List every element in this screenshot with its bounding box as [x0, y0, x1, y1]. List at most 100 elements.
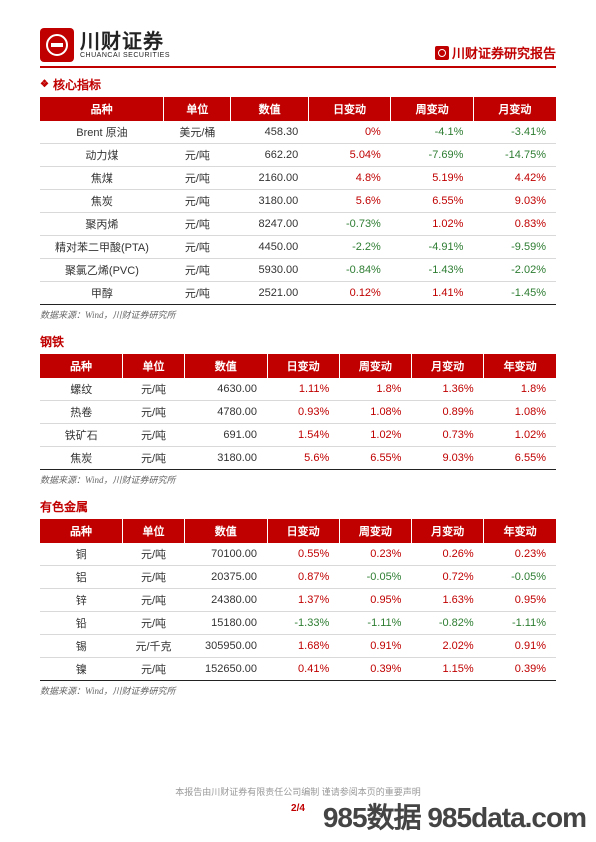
table-cell: 3180.00 — [231, 190, 308, 213]
table-cell: 1.02% — [339, 424, 411, 447]
table-cell: 5.19% — [391, 167, 474, 190]
table-cell: 662.20 — [231, 144, 308, 167]
table-cell: -4.1% — [391, 121, 474, 144]
table-cell: -0.05% — [484, 566, 556, 589]
table-cell: 5.04% — [308, 144, 391, 167]
table-cell: 甲醇 — [40, 282, 164, 305]
table-cell: 动力煤 — [40, 144, 164, 167]
table-cell: -14.75% — [473, 144, 556, 167]
table-cell: 4.42% — [473, 167, 556, 190]
section-title-core: ❖ 核心指标 — [40, 76, 556, 93]
table-cell: 聚氯乙烯(PVC) — [40, 259, 164, 282]
table-source: 数据来源：Wind，川财证券研究所 — [40, 473, 556, 486]
table-cell: 1.41% — [391, 282, 474, 305]
table-cell: 20375.00 — [184, 566, 267, 589]
table-cell: 1.63% — [411, 589, 483, 612]
report-label: 川财证券研究报告 — [435, 43, 556, 62]
table-cell: 1.11% — [267, 378, 339, 401]
table-cell: 铝 — [40, 566, 123, 589]
table-cell: Brent 原油 — [40, 121, 164, 144]
table-row: 热卷元/吨4780.000.93%1.08%0.89%1.08% — [40, 401, 556, 424]
table-cell: 元/吨 — [164, 190, 231, 213]
table-cell: 元/吨 — [123, 566, 185, 589]
col-unit: 单位 — [123, 354, 185, 378]
table-header: 品种 单位 数值 日变动 周变动 月变动 年变动 — [40, 354, 556, 378]
metals-table: 品种 单位 数值 日变动 周变动 月变动 年变动 铜元/吨70100.000.5… — [40, 519, 556, 681]
table-cell: 0.55% — [267, 543, 339, 566]
table-cell: 4.8% — [308, 167, 391, 190]
table-cell: 0.93% — [267, 401, 339, 424]
table-cell: -7.69% — [391, 144, 474, 167]
table-cell: 焦炭 — [40, 447, 123, 470]
table-cell: 1.02% — [484, 424, 556, 447]
col-week: 周变动 — [391, 97, 474, 121]
table-cell: 元/吨 — [123, 658, 185, 681]
table-cell: 691.00 — [184, 424, 267, 447]
table-cell: 0.23% — [484, 543, 556, 566]
table-cell: 元/吨 — [123, 589, 185, 612]
table-cell: 4630.00 — [184, 378, 267, 401]
table-row: 锡元/千克305950.001.68%0.91%2.02%0.91% — [40, 635, 556, 658]
table-cell: 元/吨 — [164, 167, 231, 190]
core-indicators-table: 品种 单位 数值 日变动 周变动 月变动 Brent 原油美元/桶458.300… — [40, 97, 556, 305]
table-cell: -0.82% — [411, 612, 483, 635]
table-row: 铝元/吨20375.000.87%-0.05%0.72%-0.05% — [40, 566, 556, 589]
table-row: 动力煤元/吨662.205.04%-7.69%-14.75% — [40, 144, 556, 167]
table-cell: 15180.00 — [184, 612, 267, 635]
table-cell: 镍 — [40, 658, 123, 681]
table-cell: 精对苯二甲酸(PTA) — [40, 236, 164, 259]
table-cell: 0.95% — [484, 589, 556, 612]
table-cell: 0.91% — [339, 635, 411, 658]
table-cell: -1.43% — [391, 259, 474, 282]
table-cell: 元/吨 — [164, 213, 231, 236]
table-cell: 3180.00 — [184, 447, 267, 470]
col-year: 年变动 — [484, 519, 556, 543]
table-cell: 1.54% — [267, 424, 339, 447]
report-label-text: 川财证券研究报告 — [452, 43, 556, 62]
table-cell: 6.55% — [339, 447, 411, 470]
table-cell: 1.02% — [391, 213, 474, 236]
table-cell: 1.08% — [484, 401, 556, 424]
table-cell: 铁矿石 — [40, 424, 123, 447]
col-value: 数值 — [231, 97, 308, 121]
table-cell: 5.6% — [267, 447, 339, 470]
table-cell: 元/吨 — [164, 236, 231, 259]
diamond-icon: ❖ — [40, 79, 49, 90]
table-row: 精对苯二甲酸(PTA)元/吨4450.00-2.2%-4.91%-9.59% — [40, 236, 556, 259]
table-cell: -2.2% — [308, 236, 391, 259]
table-row: 镍元/吨152650.000.41%0.39%1.15%0.39% — [40, 658, 556, 681]
brand-logo-icon — [40, 28, 74, 62]
col-year: 年变动 — [484, 354, 556, 378]
table-cell: 元/吨 — [164, 282, 231, 305]
col-name: 品种 — [40, 519, 123, 543]
table-row: Brent 原油美元/桶458.300%-4.1%-3.41% — [40, 121, 556, 144]
table-cell: 152650.00 — [184, 658, 267, 681]
table-cell: 元/吨 — [123, 401, 185, 424]
table-cell: 24380.00 — [184, 589, 267, 612]
table-cell: 1.37% — [267, 589, 339, 612]
table-cell: -1.11% — [339, 612, 411, 635]
table-cell: -2.02% — [473, 259, 556, 282]
steel-table: 品种 单位 数值 日变动 周变动 月变动 年变动 螺纹元/吨4630.001.1… — [40, 354, 556, 470]
table-cell: 0.91% — [484, 635, 556, 658]
table-cell: 元/吨 — [123, 378, 185, 401]
table-cell: 2521.00 — [231, 282, 308, 305]
table-cell: 元/吨 — [123, 612, 185, 635]
col-day: 日变动 — [267, 354, 339, 378]
table-cell: 4780.00 — [184, 401, 267, 424]
col-week: 周变动 — [339, 519, 411, 543]
table-cell: 焦炭 — [40, 190, 164, 213]
table-cell: -4.91% — [391, 236, 474, 259]
table-cell: 美元/桶 — [164, 121, 231, 144]
table-cell: 458.30 — [231, 121, 308, 144]
table-cell: 0.72% — [411, 566, 483, 589]
section-title-steel: 钢铁 — [40, 333, 556, 350]
col-month: 月变动 — [473, 97, 556, 121]
col-day: 日变动 — [267, 519, 339, 543]
table-cell: -3.41% — [473, 121, 556, 144]
table-cell: 2160.00 — [231, 167, 308, 190]
table-cell: 5.6% — [308, 190, 391, 213]
table-header: 品种 单位 数值 日变动 周变动 月变动 年变动 — [40, 519, 556, 543]
brand-name-en: CHUANCAI SECURITIES — [80, 52, 170, 59]
table-cell: -1.33% — [267, 612, 339, 635]
